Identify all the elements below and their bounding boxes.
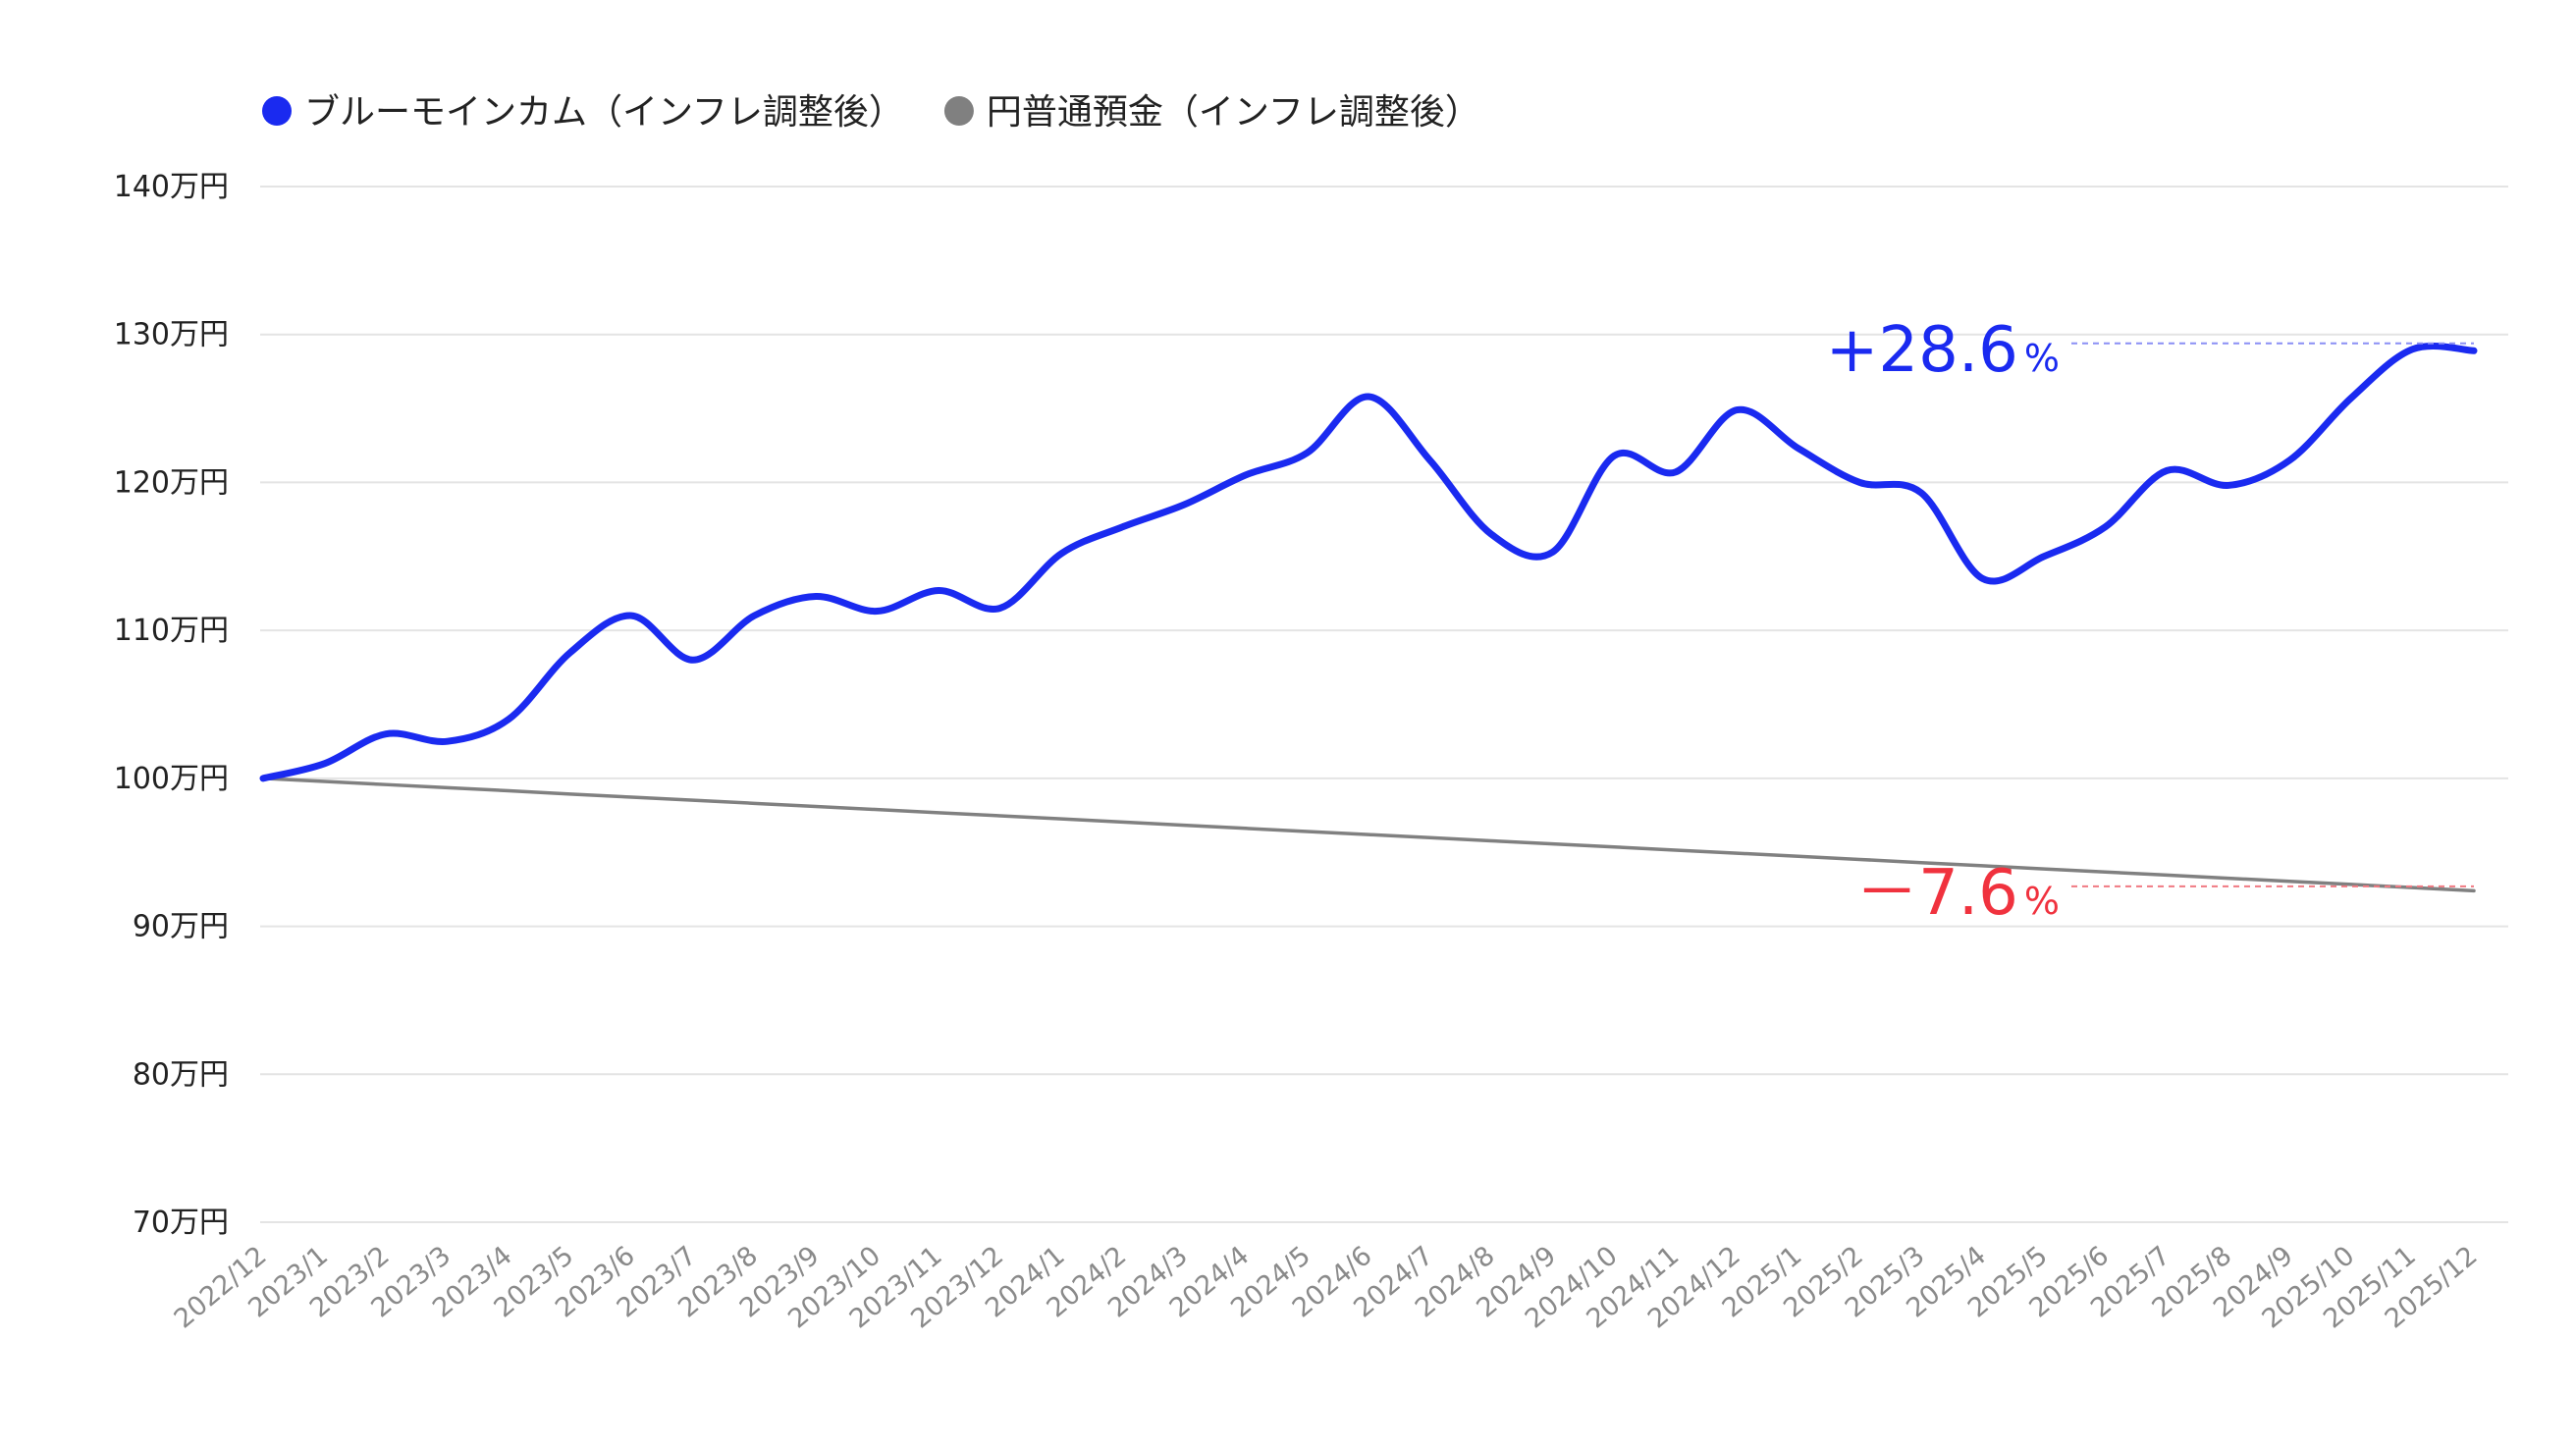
annotations: +28.6 % －7.6% (1826, 314, 2474, 930)
legend-marker-1 (943, 96, 974, 126)
y-tick-label: 140万円 (114, 170, 229, 204)
y-tick-label: 110万円 (114, 614, 229, 648)
annotation-label-1: －7.6% (1855, 857, 2060, 930)
y-tick-label: 120万円 (114, 465, 229, 500)
chart-legend: ブルーモインカム（インフレ調整後） 円普通預金（インフレ調整後） (262, 92, 1480, 133)
x-axis: 2022/122023/12023/22023/32023/42023/5202… (169, 1241, 2484, 1335)
series-lines (259, 343, 2478, 893)
annotation-label-0: +28.6% (1826, 314, 2060, 387)
legend-label-1: 円普通預金（インフレ調整後） (987, 92, 1480, 133)
legend-marker-0 (262, 96, 292, 126)
y-tick-label: 100万円 (114, 762, 229, 796)
y-axis: 70万円 80万円 90万円 100万円 110万円 120万円 130万円 140万円 (114, 170, 229, 1240)
grid-lines (260, 186, 2508, 1223)
y-tick-label: 70万円 (133, 1206, 229, 1240)
y-tick-label: 130万円 (114, 318, 229, 352)
series-line-1 (261, 777, 2476, 893)
y-tick-label: 80万円 (133, 1057, 229, 1092)
series-line-0 (259, 343, 2478, 782)
y-tick-label: 90万円 (133, 910, 229, 944)
legend-label-0: ブルーモインカム（インフレ調整後） (304, 92, 904, 133)
